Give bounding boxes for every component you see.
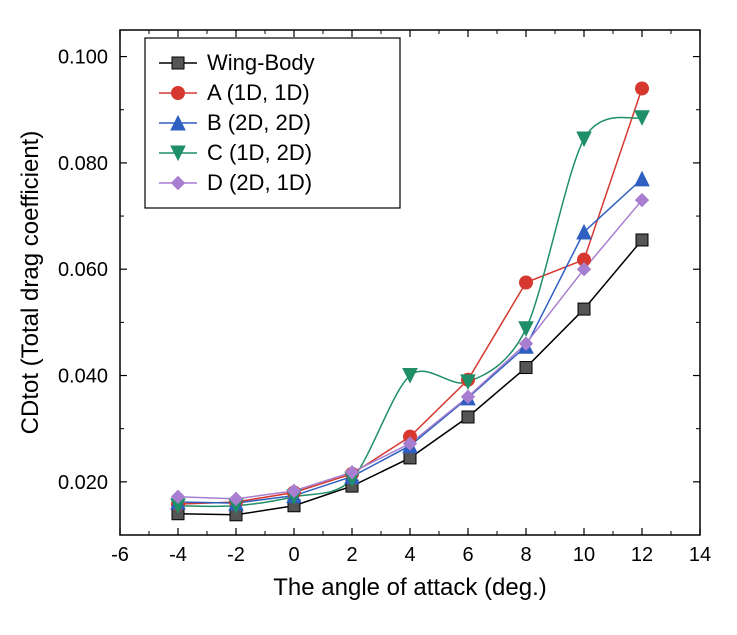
y-tick-label: 0.040 bbox=[58, 366, 108, 388]
y-tick-label: 0.060 bbox=[58, 259, 108, 281]
data-marker bbox=[636, 234, 648, 246]
legend-label: Wing-Body bbox=[207, 50, 315, 75]
legend-label: A (1D, 1D) bbox=[207, 80, 310, 105]
y-tick-label: 0.100 bbox=[58, 47, 108, 69]
x-tick-label: -2 bbox=[227, 544, 245, 566]
x-tick-label: 12 bbox=[631, 544, 653, 566]
chart-container: -6 -4 -2 0 2 4 6 8 10 12 14 0.020 0.040 0.060 0.080 0.1… bbox=[0, 0, 737, 635]
x-tick-label: 4 bbox=[404, 544, 415, 566]
drag-coefficient-chart: -6 -4 -2 0 2 4 6 8 10 12 14 0.020 0.040 0.060 0.080 0.1… bbox=[0, 0, 737, 635]
data-marker bbox=[636, 82, 649, 95]
data-marker bbox=[578, 303, 590, 315]
data-marker bbox=[172, 57, 184, 69]
legend-label: D (2D, 1D) bbox=[207, 170, 312, 195]
data-marker bbox=[520, 276, 533, 289]
x-axis-label: The angle of attack (deg.) bbox=[273, 574, 547, 601]
legend-label: B (2D, 2D) bbox=[207, 110, 311, 135]
y-axis-label: CDtot (Total drag coefficient) bbox=[17, 131, 44, 435]
x-tick-label: 14 bbox=[689, 544, 711, 566]
data-marker bbox=[462, 411, 474, 423]
x-tick-label: 2 bbox=[346, 544, 357, 566]
x-tick-label: 6 bbox=[462, 544, 473, 566]
x-tick-label: 0 bbox=[288, 544, 299, 566]
x-tick-label: 10 bbox=[573, 544, 595, 566]
y-tick-label: 0.020 bbox=[58, 472, 108, 494]
y-tick-label: 0.080 bbox=[58, 153, 108, 175]
legend-label: C (1D, 2D) bbox=[207, 140, 312, 165]
data-marker bbox=[172, 87, 185, 100]
legend: Wing-Body A (1D, 1D) B (2D, 2D) C (1D, 2D) D… bbox=[145, 38, 400, 208]
x-tick-label: 8 bbox=[520, 544, 531, 566]
data-marker bbox=[520, 362, 532, 374]
data-marker bbox=[404, 452, 416, 464]
x-tick-label: -6 bbox=[111, 544, 129, 566]
x-tick-label: -4 bbox=[169, 544, 187, 566]
